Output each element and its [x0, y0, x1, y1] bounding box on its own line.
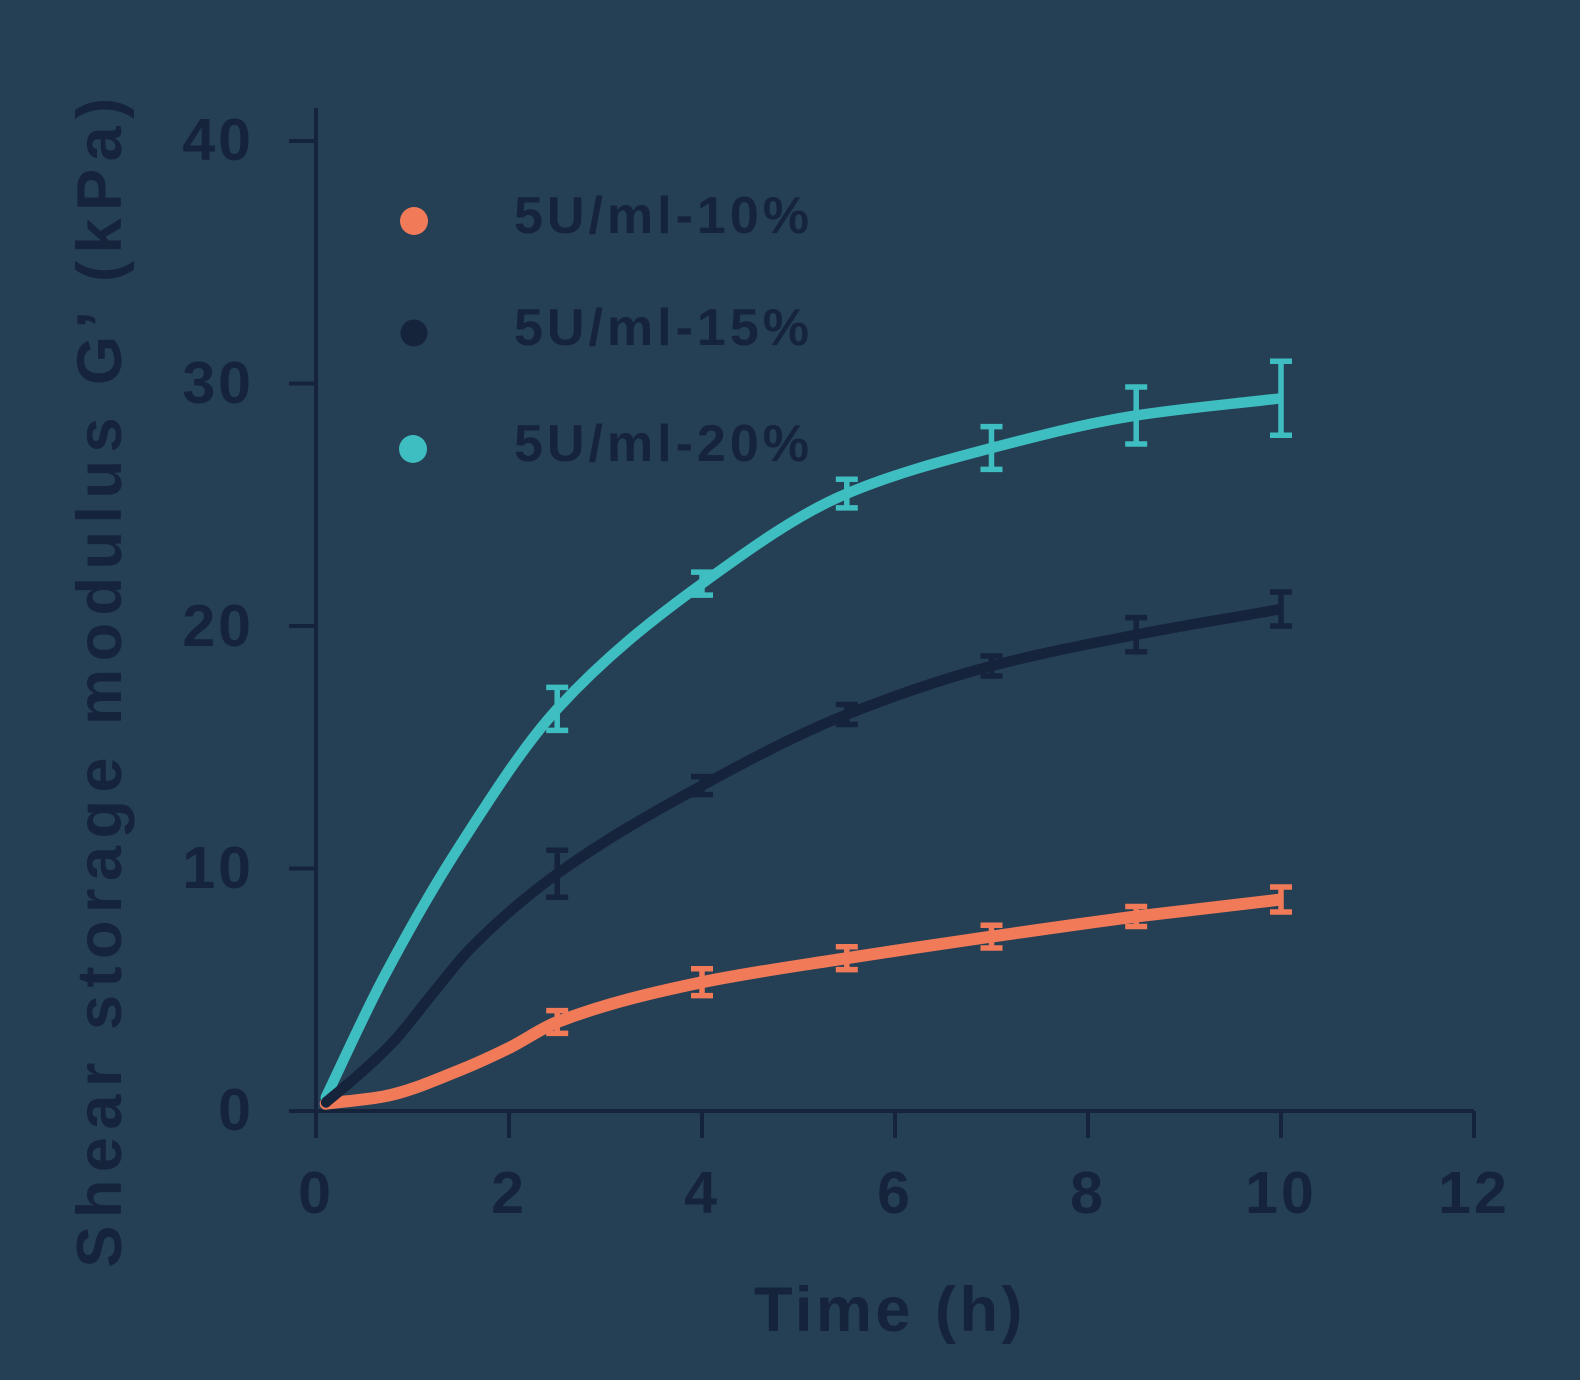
svg-text:6: 6 [877, 1160, 913, 1226]
svg-text:20: 20 [182, 593, 254, 659]
svg-text:Time (h): Time (h) [754, 1275, 1026, 1345]
svg-text:30: 30 [182, 350, 254, 416]
svg-text:5U/ml-20%: 5U/ml-20% [514, 415, 813, 473]
svg-text:5U/ml-15%: 5U/ml-15% [514, 299, 813, 357]
svg-text:0: 0 [218, 1077, 254, 1143]
svg-text:0: 0 [298, 1160, 334, 1226]
svg-text:8: 8 [1070, 1160, 1106, 1226]
svg-text:Shear storage modulus G’ (kPa): Shear storage modulus G’ (kPa) [65, 90, 135, 1267]
svg-text:4: 4 [684, 1160, 720, 1226]
svg-text:10: 10 [182, 835, 254, 901]
svg-text:5U/ml-10%: 5U/ml-10% [514, 187, 813, 245]
svg-text:12: 12 [1438, 1160, 1510, 1226]
svg-text:40: 40 [182, 107, 254, 173]
svg-text:10: 10 [1245, 1160, 1317, 1226]
svg-text:2: 2 [491, 1160, 527, 1226]
